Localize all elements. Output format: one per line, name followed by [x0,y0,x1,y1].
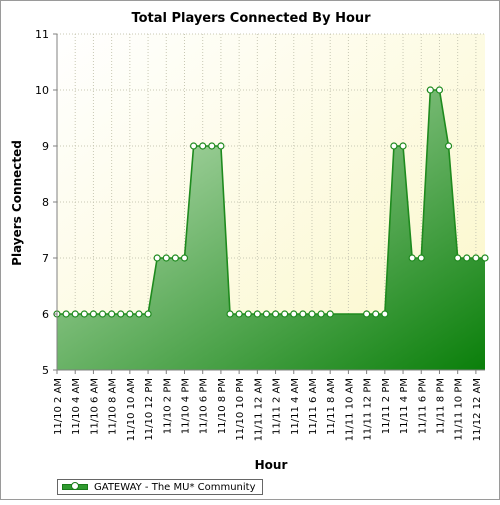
x-tick-label: 11/10 6 PM [199,378,210,434]
x-tick-label: 11/11 2 AM [272,378,283,435]
y-tick-label: 6 [42,308,49,321]
x-tick-label: 11/11 2 PM [381,378,392,434]
x-tick-label: 11/10 8 AM [108,378,119,435]
x-tick-label: 11/10 8 PM [217,378,228,434]
data-point [80,310,88,318]
x-tick-label: 11/10 4 PM [180,378,191,434]
x-tick-label: 11/11 4 PM [399,378,410,434]
data-point [98,310,107,318]
data-point [408,254,416,262]
x-tick-label: 11/11 8 AM [326,378,337,435]
x-tick-label: 11/11 12 PM [363,378,374,441]
data-point [126,310,134,318]
y-tick-label: 5 [42,364,49,377]
legend-label: GATEWAY - The MU* Community [94,481,256,493]
x-tick-label: 11/10 10 AM [126,378,137,441]
data-point [390,142,398,150]
data-point [417,254,425,262]
data-point [262,310,271,318]
chart-title: Total Players Connected By Hour [131,11,371,26]
data-point [472,254,480,262]
x-tick-label: 11/10 6 AM [89,378,100,435]
data-point [62,310,70,318]
x-tick-label: 11/11 4 AM [290,378,301,435]
y-tick-label: 10 [35,84,49,97]
data-point [71,310,79,318]
x-tick-label: 11/11 10 PM [454,378,465,441]
data-point [299,310,307,318]
data-point [144,310,152,318]
legend-swatch-icon [62,482,88,491]
data-point [308,310,316,318]
x-tick-label: 11/11 8 PM [435,378,446,434]
x-tick-label: 11/10 10 PM [235,378,246,441]
data-point [317,310,325,318]
data-point [281,310,289,318]
x-tick-label: 11/10 4 AM [71,378,82,435]
data-point [399,142,407,150]
y-ticks: 5 6 7 8 9 10 11 [35,28,57,377]
y-tick-label: 8 [42,196,49,209]
y-tick-label: 11 [35,28,49,41]
data-point [208,142,216,150]
data-point [271,310,280,318]
y-tick-label: 7 [42,252,49,265]
x-tick-label: 11/11 12 AM [253,378,264,441]
data-point [326,310,334,318]
x-axis-label: Hour [255,458,288,472]
data-point [117,310,125,318]
data-point [290,310,298,318]
data-point [435,86,444,94]
data-point [162,254,170,262]
data-point [89,310,98,318]
data-point [135,310,143,318]
data-point [253,310,261,318]
legend: GATEWAY - The MU* Community [57,479,263,495]
data-point [180,254,189,262]
data-point [108,310,116,318]
data-point [199,142,207,150]
y-tick-label: 9 [42,140,49,153]
x-ticks: 11/10 2 AM 11/10 4 AM 11/10 6 AM 11/10 8 AM… [53,370,483,441]
x-tick-label: 11/11 6 AM [308,378,319,435]
data-point [372,310,380,318]
x-tick-label: 11/11 10 AM [344,378,355,441]
data-point [444,142,453,150]
data-point [217,142,225,150]
data-point [363,310,371,318]
data-point [153,254,161,262]
data-point [381,310,389,318]
data-point [426,86,434,94]
x-tick-label: 11/12 12 AM [472,378,483,441]
data-point [171,254,179,262]
data-point [454,254,462,262]
data-point [481,254,489,262]
data-point [235,310,243,318]
x-tick-label: 11/11 6 PM [417,378,428,434]
data-point [463,254,471,262]
data-point [189,142,198,150]
data-point [226,310,234,318]
series-area [57,90,485,370]
data-point [244,310,252,318]
x-tick-label: 11/10 12 PM [144,378,155,441]
x-tick-label: 11/10 2 PM [162,378,173,434]
x-tick-label: 11/10 2 AM [53,378,64,435]
y-axis-label: Players Connected [10,140,24,266]
